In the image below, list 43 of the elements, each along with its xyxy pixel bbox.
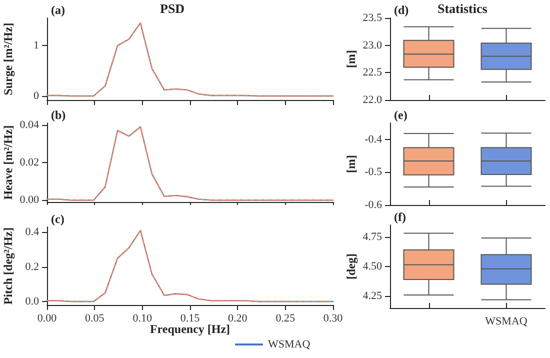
x-tick-label: 0.20 <box>228 312 248 324</box>
y-axis-title: [m] <box>344 50 358 68</box>
y-tick-label: 0.04 <box>20 118 40 131</box>
y-tick-label: 4.75 <box>362 230 382 243</box>
x-tick-label: 0.25 <box>276 312 296 324</box>
chart-title: Statistics <box>438 1 488 16</box>
y-tick-label: 0.00 <box>20 194 40 206</box>
x-tick-label: 0.10 <box>132 312 152 324</box>
y-tick-label: 22.5 <box>362 66 382 79</box>
text: (c) <box>51 212 64 226</box>
text: (e) <box>394 108 408 122</box>
text: (d) <box>394 3 409 17</box>
x-tick-label: 0.05 <box>85 312 105 324</box>
x-tick-label: 0.30 <box>323 312 344 324</box>
text: (b) <box>51 108 66 122</box>
x-tick-label: WSMAQ <box>485 316 528 328</box>
y-axis-title: Surge [m²/Hz] <box>1 22 15 96</box>
chart-title: PSD <box>160 1 185 16</box>
y-tick-label: 4.25 <box>362 290 382 302</box>
y-tick-label: 1 <box>34 40 39 52</box>
y-tick-label: 0.02 <box>20 156 39 168</box>
y-axis-title: [deg] <box>344 254 358 280</box>
text: (f) <box>394 210 406 224</box>
line-series <box>46 22 334 97</box>
y-tick-label: -0.6 <box>364 199 382 211</box>
line-series <box>46 230 334 302</box>
text: (a) <box>51 3 65 17</box>
y-tick-label: -0.4 <box>364 133 382 146</box>
y-tick-label: -0.5 <box>364 166 382 178</box>
legend-label: WSMAQ <box>268 338 310 350</box>
y-tick-label: 23.0 <box>362 39 382 52</box>
y-tick-label: 23.5 <box>362 12 382 24</box>
y-tick-label: 0 <box>34 90 40 102</box>
y-tick-label: 0.2 <box>25 260 39 273</box>
y-tick-label: 22.0 <box>362 94 382 106</box>
x-tick-label: 0.15 <box>180 312 200 324</box>
x-axis-title: Frequency [Hz] <box>150 322 230 336</box>
y-axis-title: Heave [m²/Hz] <box>1 125 15 200</box>
y-tick-label: 4.50 <box>362 260 382 272</box>
y-tick-label: 0.0 <box>25 296 40 308</box>
y-tick-label: 0.4 <box>25 226 40 238</box>
y-axis-title: [m] <box>344 155 358 173</box>
y-axis-title: Pitch [deg²/Hz] <box>1 227 15 305</box>
